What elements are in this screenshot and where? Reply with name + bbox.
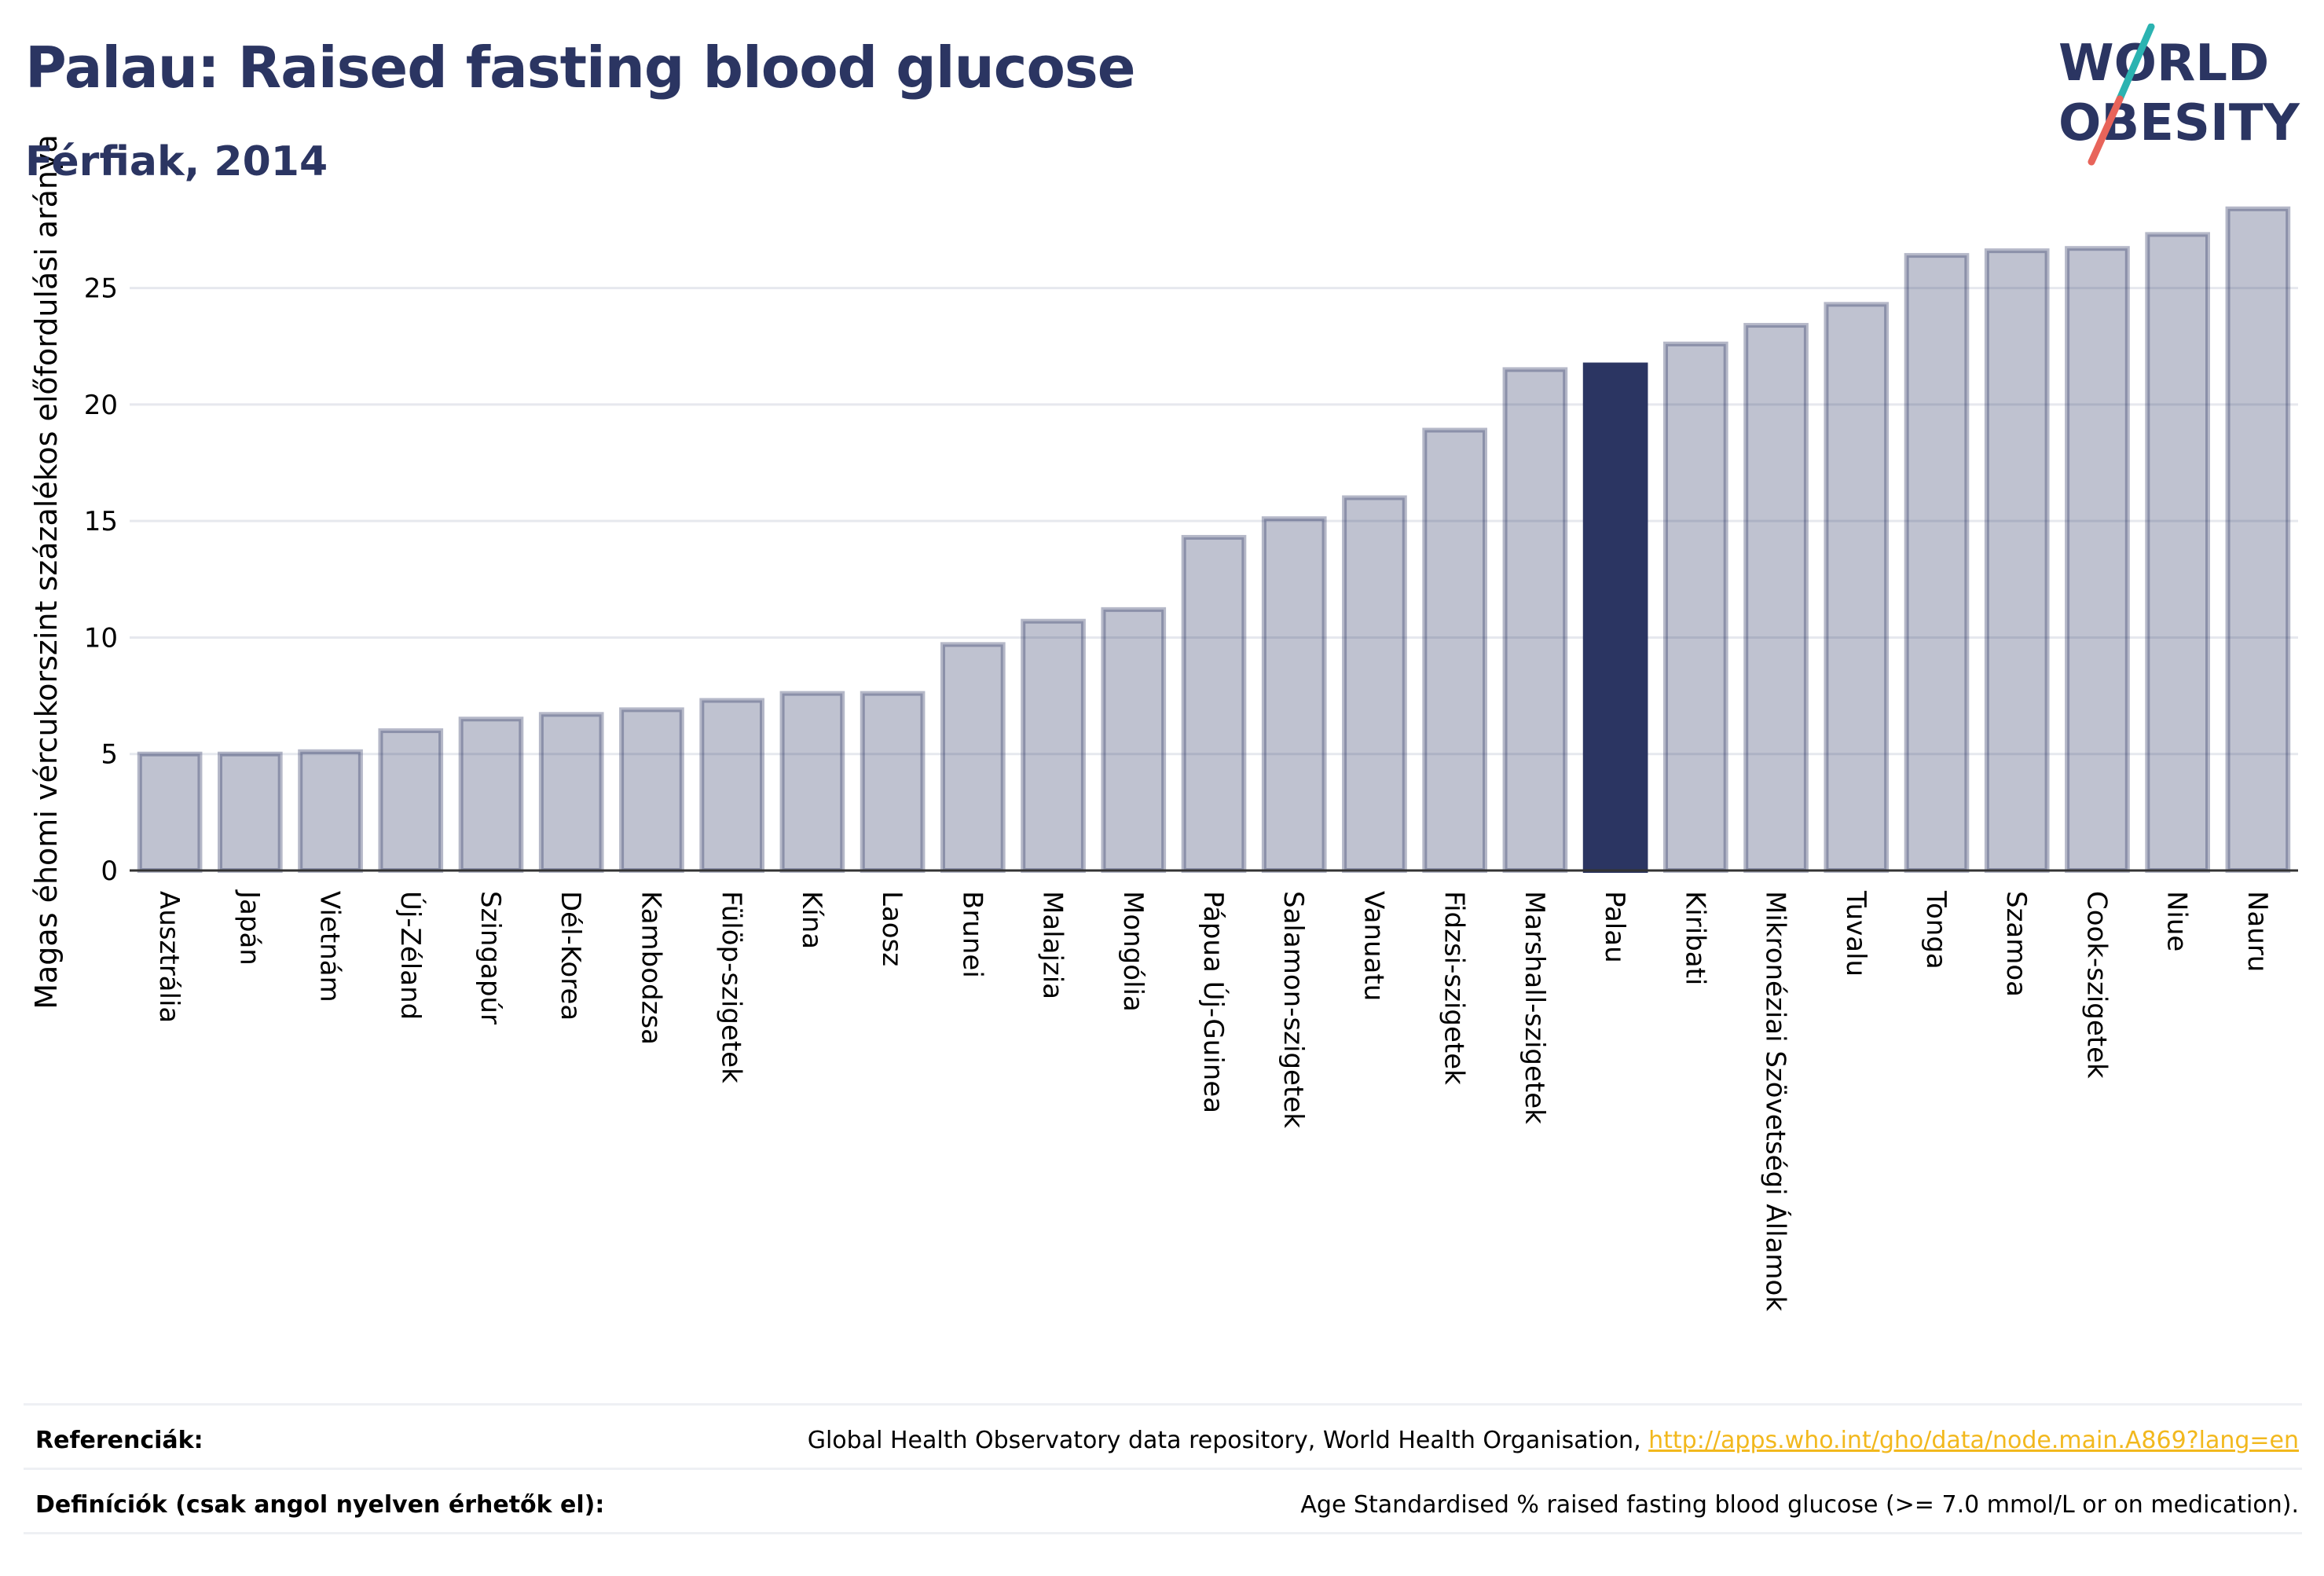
world-obesity-logo: WORLD OBESITY — [2058, 24, 2300, 166]
x-tick-label: Malajzia — [1037, 891, 1069, 999]
bars — [137, 206, 2291, 874]
x-tick-label: Fidzsi-szigetek — [1439, 891, 1470, 1085]
bar-Mongólia — [1101, 607, 1167, 873]
bar-Pápua Új-Guinea — [1181, 534, 1247, 873]
bar-Salamon-szigetek — [1261, 516, 1327, 873]
bar-Ausztrália — [137, 751, 203, 873]
bar-Kína — [779, 691, 845, 873]
bar-Dél-Korea — [538, 712, 604, 874]
bar-Szingapúr — [458, 717, 524, 874]
x-tick-label: Mongólia — [1117, 891, 1149, 1012]
bar-Vietnám — [298, 749, 363, 873]
bar-Japán — [218, 751, 283, 873]
y-tick-label: 25 — [84, 273, 118, 305]
references-link[interactable]: http://apps.who.int/gho/data/node.main.A… — [1648, 1427, 2299, 1454]
bar-Kiribati — [1663, 341, 1728, 873]
x-tick-label: Pápua Új-Guinea — [1197, 891, 1230, 1113]
bar-Szamoa — [1984, 248, 2050, 873]
bar-chart: 0 5 10 15 20 25 Ausztrália Japán Vietnám Új-Zéla… — [29, 134, 2298, 1311]
y-tick-label: 5 — [101, 739, 118, 771]
x-tick-label: Marshall-szigetek — [1519, 891, 1550, 1124]
svg-text:OBESITY: OBESITY — [2058, 94, 2300, 152]
references-label: Referenciák: — [35, 1427, 203, 1454]
footer-divider-top — [24, 1403, 2302, 1406]
bar-Új-Zéland — [378, 728, 444, 873]
x-tick-label: Vanuatu — [1358, 891, 1389, 1001]
x-tick-label: Laosz — [876, 891, 907, 966]
definitions-label: Definíciók (csak angol nyelven érhetők e… — [35, 1491, 605, 1519]
x-tick-label: Tonga — [1920, 890, 1952, 969]
y-tick-label: 10 — [84, 622, 118, 654]
x-tick-label: Kiribati — [1679, 891, 1710, 985]
bar-Tonga — [1904, 253, 1970, 873]
bar-Fidzsi-szigetek — [1422, 427, 1488, 873]
bar-Cook-szigetek — [2065, 246, 2130, 873]
x-tick-labels: Ausztrália Japán Vietnám Új-Zéland Szingapúr… — [153, 889, 2273, 1311]
y-tick-label: 0 — [101, 856, 118, 887]
chart-title: Palau: Raised fasting blood glucose — [25, 35, 1136, 101]
bar-Marshall-szigetek — [1502, 367, 1568, 873]
x-tick-label: Dél-Korea — [555, 891, 586, 1021]
y-axis-title: Magas éhomi vércukorszint százalékos elő… — [29, 134, 64, 1010]
x-tick-label: Japán — [233, 889, 265, 966]
x-tick-label: Brunei — [956, 891, 988, 978]
bar-Malajzia — [1021, 618, 1086, 873]
bar-Brunei — [940, 642, 1006, 874]
footer-divider-middle — [24, 1468, 2302, 1470]
x-tick-label: Mikronéziai Szövetségi Államok — [1760, 891, 1792, 1311]
bar-Nauru — [2225, 206, 2291, 873]
x-tick-label: Szingapúr — [475, 891, 506, 1024]
bar-Laosz — [860, 691, 926, 873]
bar-Niue — [2145, 232, 2210, 873]
bar-Mikronéziai Szövetségi Államok — [1743, 323, 1809, 873]
x-tick-label: Niue — [2161, 891, 2193, 951]
x-tick-label: Fülöp-szigetek — [716, 891, 747, 1083]
x-tick-label: Cook-szigetek — [2080, 891, 2112, 1079]
x-tick-label: Új-Zéland — [394, 891, 427, 1020]
bar-Fülöp-szigetek — [699, 698, 764, 873]
y-tick-labels: 0 5 10 15 20 25 — [84, 273, 118, 887]
bar-Vanuatu — [1342, 495, 1407, 873]
footer-divider-bottom — [24, 1532, 2302, 1534]
x-tick-label: Tuvalu — [1840, 890, 1871, 977]
x-tick-label: Ausztrália — [153, 891, 185, 1023]
x-tick-label: Palau — [1599, 891, 1630, 963]
svg-text:WORLD: WORLD — [2058, 35, 2269, 93]
references-text: Global Health Observatory data repositor… — [808, 1427, 2299, 1454]
y-tick-label: 20 — [84, 390, 118, 421]
references-source: Global Health Observatory data repositor… — [807, 1427, 1649, 1454]
bar-Tuvalu — [1824, 302, 1890, 873]
bar-Kambodzsa — [619, 707, 684, 874]
gridlines — [130, 287, 2298, 756]
y-tick-label: 15 — [84, 506, 118, 537]
x-tick-label: Salamon-szigetek — [1277, 891, 1309, 1128]
x-tick-label: Kína — [796, 891, 827, 949]
x-tick-label: Vietnám — [314, 891, 346, 1002]
x-tick-label: Nauru — [2242, 891, 2273, 972]
bar-Palau — [1582, 362, 1648, 873]
x-tick-label: Kambodzsa — [635, 891, 666, 1045]
x-tick-label: Szamoa — [2000, 891, 2032, 997]
definitions-text: Age Standardised % raised fasting blood … — [1300, 1491, 2299, 1519]
chart-subtitle: Férfiak, 2014 — [25, 138, 328, 185]
